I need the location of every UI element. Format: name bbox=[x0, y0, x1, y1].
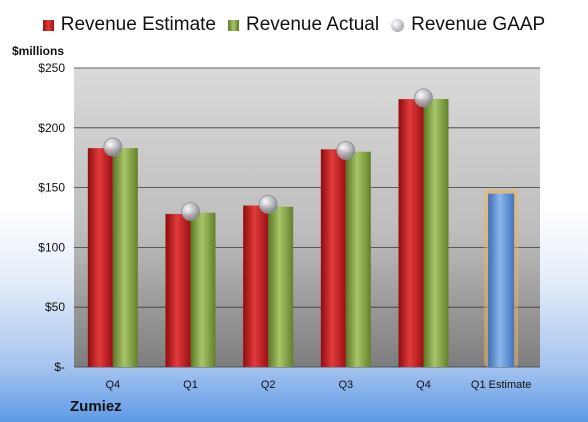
marker-revenue-gaap bbox=[414, 88, 433, 108]
y-tick-label: $250 bbox=[38, 61, 65, 75]
bar-revenue-actual bbox=[268, 206, 294, 367]
legend-swatch-gaap bbox=[391, 18, 405, 32]
y-tick-label: $100 bbox=[38, 240, 65, 254]
legend-label-gaap: Revenue GAAP bbox=[411, 14, 546, 35]
legend-item-estimate: Revenue Estimate bbox=[42, 14, 216, 36]
bar-revenue-actual bbox=[423, 99, 449, 367]
legend-swatch-estimate bbox=[42, 19, 54, 31]
plot-area bbox=[74, 68, 540, 367]
bar-revenue-actual bbox=[190, 212, 216, 367]
bar-revenue-estimate bbox=[165, 213, 191, 367]
company-name: Zumiez bbox=[70, 398, 122, 415]
x-tick-label: Q1 bbox=[183, 379, 198, 391]
y-tick-label: $50 bbox=[45, 300, 65, 314]
y-tick-label: $150 bbox=[38, 181, 65, 195]
marker-revenue-gaap bbox=[336, 141, 356, 160]
x-tick-label: Q4 bbox=[105, 379, 120, 391]
y-tick-label: $- bbox=[54, 360, 65, 374]
bar-revenue-estimate bbox=[87, 148, 113, 367]
marker-revenue-gaap bbox=[258, 194, 278, 214]
y-axis-unit-label: $millions bbox=[12, 44, 65, 58]
x-tick-label: Q4 bbox=[416, 379, 431, 391]
legend-item-actual: Revenue Actual bbox=[228, 14, 379, 36]
marker-revenue-gaap bbox=[103, 137, 123, 157]
bar-revenue-estimate bbox=[320, 149, 346, 367]
legend-label-estimate: Revenue Estimate bbox=[60, 14, 216, 35]
legend-label-actual: Revenue Actual bbox=[246, 14, 380, 35]
marker-revenue-gaap bbox=[181, 202, 200, 221]
legend-item-gaap: Revenue GAAP bbox=[391, 14, 545, 36]
y-tick-label: $200 bbox=[38, 121, 65, 135]
x-tick-label: Q1 Estimate bbox=[471, 379, 532, 391]
x-tick-label: Q3 bbox=[338, 379, 353, 391]
legend: Revenue Estimate Revenue Actual Revenue … bbox=[0, 14, 588, 36]
bar-revenue-estimate bbox=[243, 205, 269, 367]
bar-revenue-actual bbox=[112, 148, 138, 367]
legend-swatch-actual bbox=[228, 19, 239, 31]
bar-revenue-estimate bbox=[398, 99, 424, 367]
x-tick-label: Q2 bbox=[261, 379, 276, 391]
bar-revenue-actual bbox=[345, 151, 371, 367]
bar-revenue-estimate-next bbox=[488, 193, 515, 367]
